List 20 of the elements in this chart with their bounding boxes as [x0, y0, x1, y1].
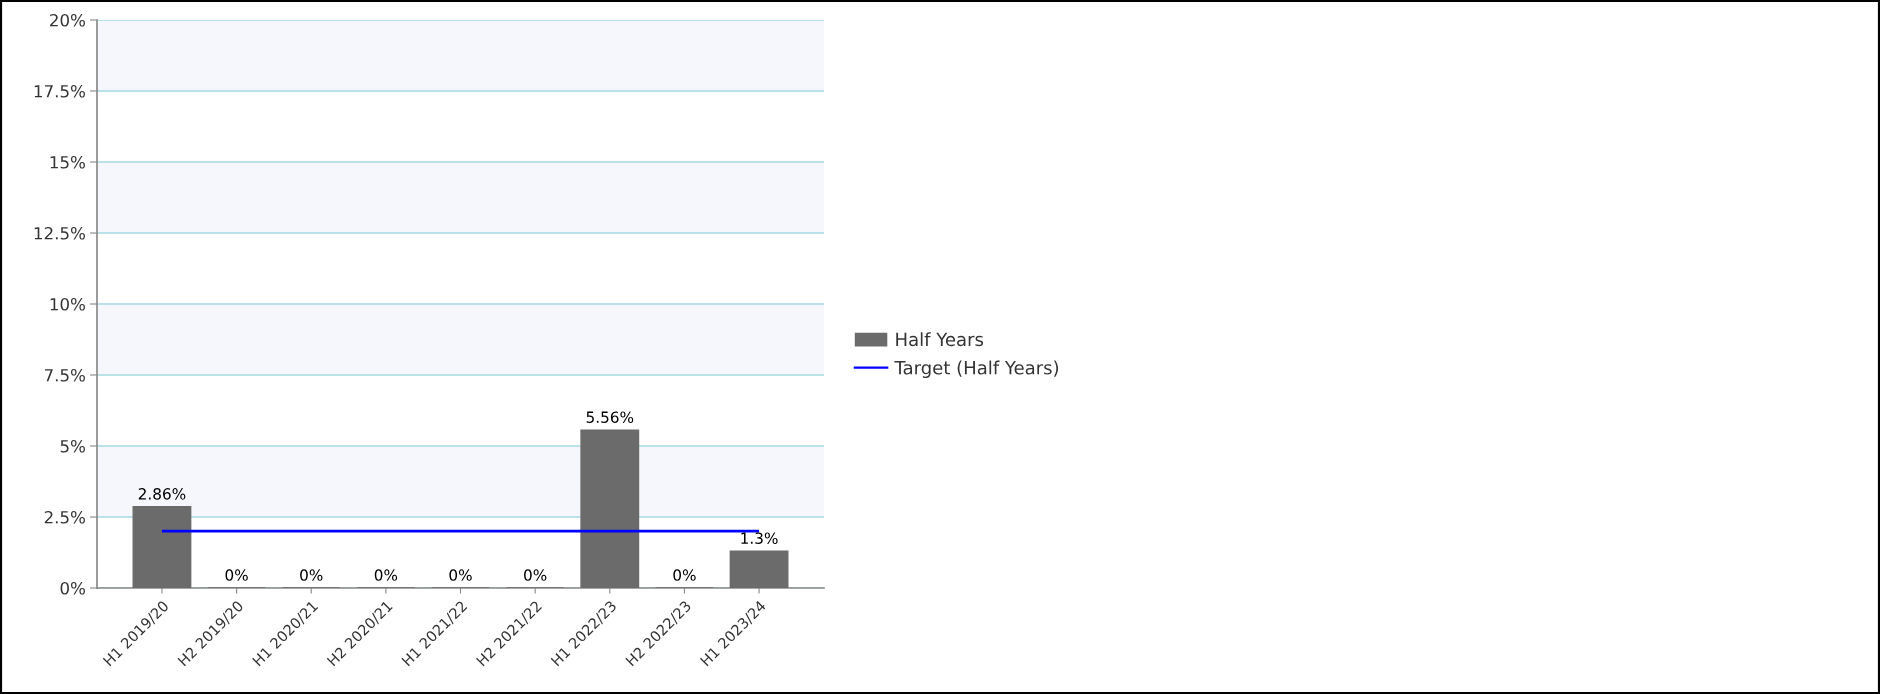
y-tick-label: 10%	[50, 297, 85, 311]
y-tick-label: 2.5%	[44, 510, 85, 524]
data-label: 0%	[524, 569, 547, 581]
data-label: 0%	[300, 569, 323, 581]
y-tick-label: 15%	[50, 155, 85, 169]
y-tick-label: 20%	[50, 13, 85, 27]
legend-label: Half Years	[896, 332, 984, 347]
data-label: 0%	[225, 569, 248, 581]
data-label: 0%	[673, 569, 696, 581]
legend-label: Target (Half Years)	[894, 360, 1059, 379]
data-label: 1.3%	[741, 532, 778, 544]
y-tick-label: 5%	[60, 439, 85, 453]
data-label: 0%	[374, 569, 398, 581]
y-tick-label: 7.5%	[44, 368, 85, 382]
y-tick-label: 12.5%	[34, 226, 85, 240]
data-label: 5.56%	[586, 411, 634, 423]
data-label: 0%	[449, 569, 472, 581]
data-label: 2.86%	[138, 488, 186, 500]
y-tick-label: 17.5%	[34, 84, 85, 98]
y-tick-label: 0%	[60, 581, 85, 595]
